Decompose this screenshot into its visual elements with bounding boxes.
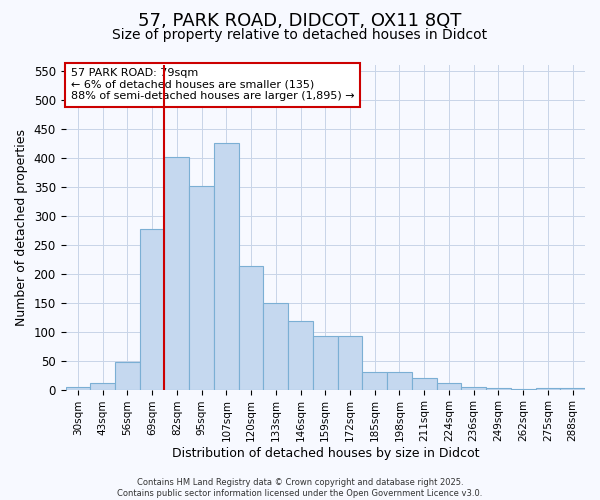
- Bar: [437, 383, 461, 390]
- Bar: [387, 372, 412, 390]
- Bar: [65, 386, 90, 390]
- Bar: [362, 372, 387, 390]
- Bar: [90, 383, 115, 390]
- Bar: [338, 336, 362, 390]
- Bar: [486, 388, 511, 390]
- Bar: [560, 388, 585, 390]
- Bar: [263, 302, 288, 390]
- Text: 57 PARK ROAD: 79sqm
← 6% of detached houses are smaller (135)
88% of semi-detach: 57 PARK ROAD: 79sqm ← 6% of detached hou…: [71, 68, 355, 102]
- Bar: [164, 156, 189, 390]
- Bar: [412, 378, 437, 390]
- Bar: [214, 144, 239, 390]
- Bar: [239, 266, 263, 390]
- Y-axis label: Number of detached properties: Number of detached properties: [15, 129, 28, 326]
- Text: Size of property relative to detached houses in Didcot: Size of property relative to detached ho…: [112, 28, 488, 42]
- Bar: [461, 386, 486, 390]
- Bar: [313, 336, 338, 390]
- Bar: [536, 388, 560, 390]
- Bar: [115, 362, 140, 390]
- Bar: [140, 229, 164, 390]
- Bar: [511, 389, 536, 390]
- Text: Contains HM Land Registry data © Crown copyright and database right 2025.
Contai: Contains HM Land Registry data © Crown c…: [118, 478, 482, 498]
- X-axis label: Distribution of detached houses by size in Didcot: Distribution of detached houses by size …: [172, 447, 479, 460]
- Text: 57, PARK ROAD, DIDCOT, OX11 8QT: 57, PARK ROAD, DIDCOT, OX11 8QT: [139, 12, 461, 30]
- Bar: [288, 320, 313, 390]
- Bar: [189, 186, 214, 390]
